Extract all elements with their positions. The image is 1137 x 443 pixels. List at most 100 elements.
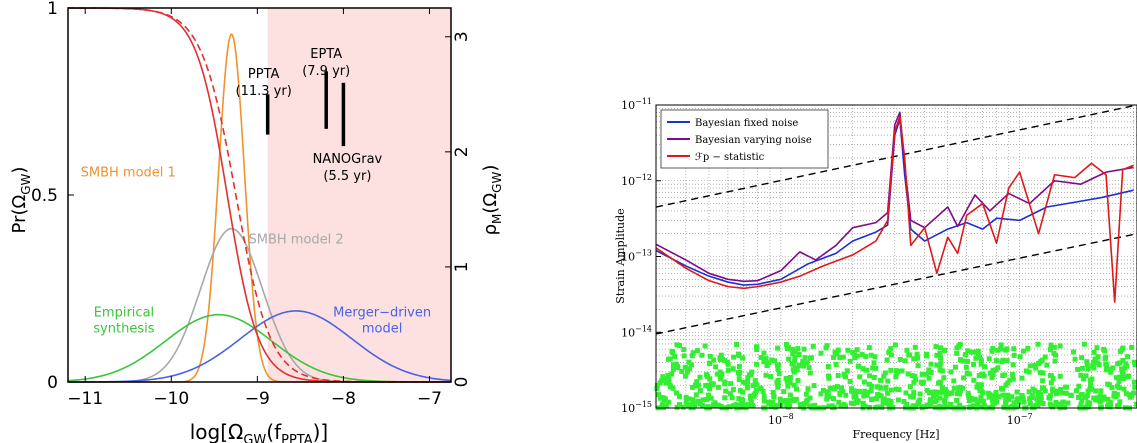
noise-point [683, 399, 689, 405]
noise-point [937, 350, 943, 356]
noise-point [688, 362, 694, 368]
noise-point [1050, 388, 1056, 394]
noise-point [895, 397, 901, 403]
noise-point [943, 386, 949, 392]
noise-point [835, 373, 841, 379]
noise-point [980, 398, 986, 404]
noise-point [1057, 373, 1063, 379]
noise-point [854, 353, 860, 359]
noise-point [1108, 366, 1114, 372]
noise-point [867, 373, 873, 379]
limit-label-1: EPTA (7.9 yr) [302, 47, 350, 79]
noise-point [1035, 402, 1041, 408]
noise-point [1093, 388, 1099, 394]
noise-point [770, 389, 776, 395]
noise-point [812, 402, 818, 408]
left-xtick-label: −7 [417, 389, 442, 409]
noise-point [715, 384, 721, 390]
noise-point [1105, 396, 1111, 402]
noise-point [1035, 361, 1041, 367]
noise-point [1079, 392, 1085, 398]
noise-point [736, 363, 742, 369]
noise-point [790, 361, 796, 367]
noise-point [1013, 404, 1019, 410]
noise-point [884, 357, 890, 363]
noise-point [1006, 396, 1012, 402]
left-series-label-0: SMBH model 1 [81, 165, 176, 180]
noise-point [1007, 377, 1013, 383]
noise-point [1096, 395, 1102, 401]
noise-point [869, 397, 875, 403]
noise-point [933, 344, 939, 350]
noise-point [731, 403, 737, 409]
noise-point [1101, 346, 1107, 352]
noise-point [836, 399, 842, 405]
noise-point [722, 379, 728, 385]
noise-point [870, 365, 876, 371]
noise-point [776, 371, 782, 377]
noise-point [1051, 350, 1057, 356]
noise-point [700, 397, 706, 403]
noise-point [679, 368, 685, 374]
noise-point [927, 403, 933, 409]
noise-point [978, 361, 984, 367]
noise-point [752, 378, 758, 384]
noise-point [751, 392, 757, 398]
noise-point [886, 403, 892, 409]
noise-point [862, 403, 868, 409]
noise-point [794, 367, 800, 373]
noise-point [1063, 384, 1069, 390]
noise-point [946, 404, 952, 410]
noise-point [1040, 370, 1046, 376]
noise-point [1117, 374, 1123, 380]
noise-point [874, 384, 880, 390]
noise-point [990, 368, 996, 374]
noise-point [1051, 344, 1057, 350]
noise-point [692, 400, 698, 406]
noise-point [681, 347, 687, 353]
noise-point [941, 398, 947, 404]
noise-point [795, 377, 801, 383]
noise-point [666, 376, 672, 382]
left-ticks: −11 −10 −9 −8 −7 0 0.5 1 0 1 2 3 [31, 0, 472, 409]
noise-point [686, 402, 692, 408]
left-xtick-label: −10 [153, 389, 189, 409]
noise-point [883, 384, 889, 390]
noise-point [937, 362, 943, 368]
noise-point [786, 398, 792, 404]
left-panel: SMBH model 1 SMBH model 2 Empirical synthes… [9, 0, 504, 443]
noise-point [811, 383, 817, 389]
noise-point [802, 355, 808, 361]
noise-point [1107, 404, 1113, 410]
noise-point [1129, 344, 1135, 350]
noise-point [688, 402, 694, 408]
noise-point [924, 387, 930, 393]
noise-point [781, 389, 787, 395]
noise-point [801, 346, 807, 352]
noise-point [911, 390, 917, 396]
noise-point [717, 376, 723, 382]
noise-point [694, 379, 700, 385]
noise-point [943, 393, 949, 399]
noise-point [1070, 349, 1076, 355]
noise-point [873, 365, 879, 371]
noise-point [736, 396, 742, 402]
noise-point [838, 385, 844, 391]
noise-point [856, 363, 862, 369]
noise-point [1020, 348, 1026, 354]
noise-point [924, 402, 930, 408]
noise-point [1052, 358, 1058, 364]
noise-point [758, 355, 764, 361]
noise-point [904, 347, 910, 353]
noise-point [1020, 396, 1026, 402]
noise-point [703, 382, 709, 388]
noise-point [915, 363, 921, 369]
noise-point [1010, 362, 1016, 368]
noise-point [837, 355, 843, 361]
noise-point [1072, 356, 1078, 362]
noise-point [863, 367, 869, 373]
noise-point [680, 404, 686, 410]
left-xtick-label: −9 [245, 389, 270, 409]
noise-point [749, 369, 755, 375]
noise-point [924, 371, 930, 377]
